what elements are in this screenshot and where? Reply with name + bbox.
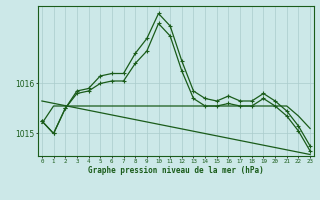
X-axis label: Graphe pression niveau de la mer (hPa): Graphe pression niveau de la mer (hPa): [88, 166, 264, 175]
